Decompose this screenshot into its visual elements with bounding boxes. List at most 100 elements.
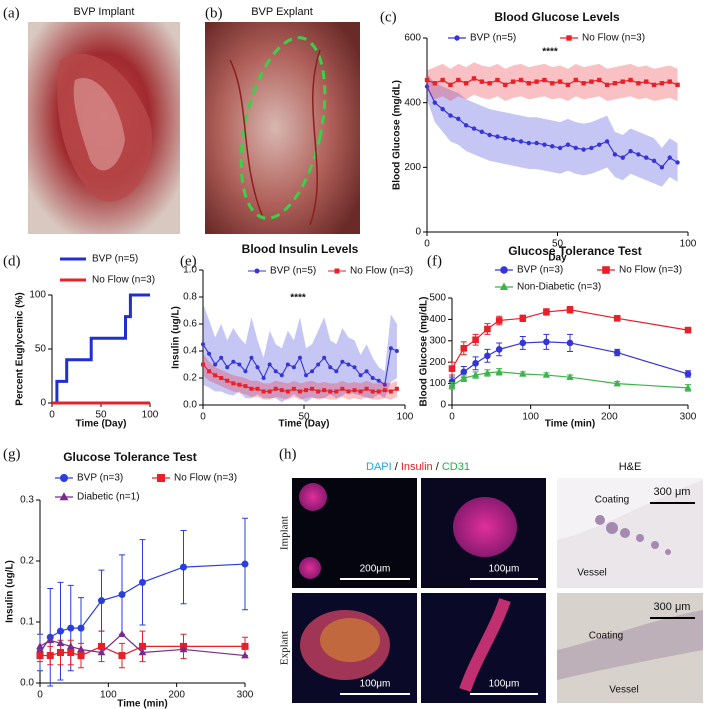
marker (484, 325, 491, 333)
marker (573, 145, 578, 151)
marker (440, 77, 445, 83)
outline (239, 36, 327, 220)
scale-label: 100μm (360, 679, 391, 690)
marker (388, 346, 393, 351)
marker (604, 82, 610, 88)
marker (432, 100, 438, 105)
y-tick-label: 0.3 (20, 495, 34, 506)
marker (285, 389, 290, 394)
marker (684, 383, 692, 391)
marker (255, 365, 260, 370)
series-line (39, 563, 246, 653)
marker (479, 79, 485, 84)
marker (534, 79, 539, 84)
annotation: **** (542, 47, 558, 58)
legend-marker (254, 268, 260, 274)
marker (118, 652, 126, 660)
marker (316, 362, 321, 367)
panel-label: (c) (380, 9, 397, 25)
marker (382, 382, 387, 387)
marker (291, 365, 296, 370)
tissue-label: Vessel (609, 685, 638, 696)
legend-marker (499, 282, 509, 291)
marker (118, 591, 126, 599)
legend-marker (157, 474, 165, 482)
error-band (427, 73, 678, 187)
marker (550, 81, 555, 86)
legend-marker (566, 35, 572, 41)
chart-title: Glucose Tolerance Test (63, 450, 197, 464)
marker (472, 359, 479, 367)
y-tick-label: 0 (415, 227, 421, 238)
marker (207, 369, 212, 374)
separator: / (436, 461, 440, 473)
marker (495, 346, 503, 353)
y-tick-label: 200 (429, 357, 446, 368)
y-tick-label: 0 (40, 398, 46, 409)
marker (36, 652, 44, 660)
marker (316, 389, 321, 394)
marker (597, 142, 602, 147)
legend-marker (454, 35, 460, 41)
marker (297, 355, 302, 360)
marker (243, 384, 248, 389)
marker (644, 79, 649, 84)
marker (231, 359, 236, 364)
marker (310, 386, 315, 391)
marker (628, 148, 633, 154)
y-tick-label: 0.4 (183, 346, 197, 357)
he-title: H&E (619, 461, 642, 473)
scale-label: 300 μm (654, 486, 691, 498)
y-tick-label: 0.6 (183, 319, 197, 330)
y-tick-label: 0.2 (20, 556, 34, 567)
separator: / (395, 461, 399, 473)
marker (241, 560, 249, 568)
marker (139, 578, 146, 586)
marker (510, 79, 516, 84)
marker (684, 370, 692, 378)
marker (566, 306, 574, 314)
marker (352, 365, 357, 370)
marker (358, 373, 363, 378)
marker (98, 597, 105, 605)
marker (519, 339, 527, 347)
marker (304, 388, 309, 393)
y-tick-label: 0.0 (20, 678, 34, 689)
marker (57, 649, 64, 656)
legend-marker (602, 266, 610, 274)
stain-header: DAPI / Insulin / CD31 (366, 461, 470, 473)
marker (297, 389, 302, 394)
marker (581, 81, 586, 86)
marker (483, 368, 492, 376)
marker (651, 158, 657, 164)
marker (534, 140, 539, 146)
row-label: Implant (279, 516, 291, 550)
islet (459, 598, 511, 692)
marker (448, 113, 453, 118)
marker (322, 355, 327, 360)
x-tick-label: 50 (298, 412, 310, 423)
vessel-wall (557, 610, 703, 680)
legend-label: BVP (n=5) (92, 254, 138, 265)
marker (346, 362, 351, 367)
marker (628, 77, 633, 83)
marker (565, 82, 571, 88)
marker (237, 362, 242, 367)
y-tick-label: 0.2 (183, 373, 197, 384)
x-tick-label: 50 (552, 239, 564, 250)
marker (201, 342, 205, 347)
marker (550, 144, 555, 149)
marker (612, 152, 618, 157)
marker (659, 165, 665, 170)
marker (340, 359, 345, 364)
y-tick-label: 400 (404, 97, 421, 108)
marker (636, 81, 641, 86)
marker (118, 630, 126, 637)
marker (519, 370, 527, 377)
marker (448, 82, 453, 88)
marker (503, 82, 508, 88)
marker (138, 648, 147, 656)
y-tick-label: 0.1 (20, 617, 34, 628)
legend-label: Non-Diabetic (n=3) (517, 282, 601, 293)
marker (424, 84, 430, 89)
